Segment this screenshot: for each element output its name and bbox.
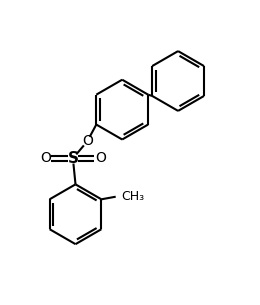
Text: CH₃: CH₃ bbox=[121, 190, 144, 203]
Text: O: O bbox=[82, 135, 93, 149]
Text: O: O bbox=[95, 151, 106, 165]
Text: S: S bbox=[67, 151, 79, 166]
Text: O: O bbox=[40, 151, 51, 165]
